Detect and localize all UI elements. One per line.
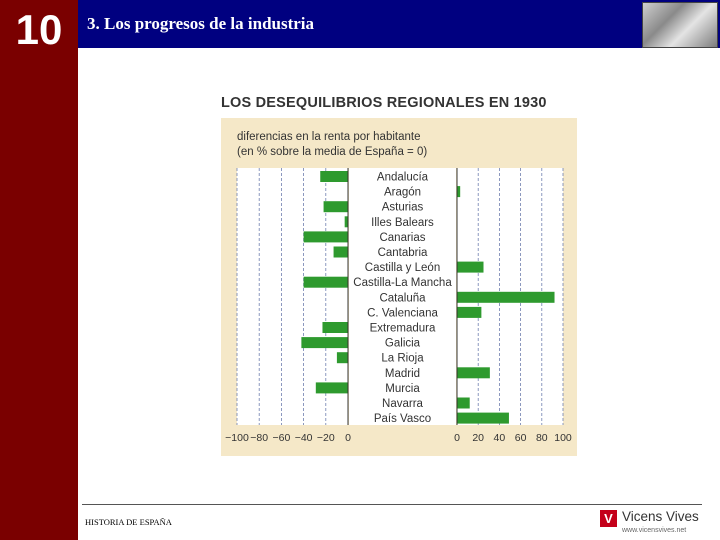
bar xyxy=(336,352,348,364)
chapter-number: 10 xyxy=(15,6,63,53)
category-label: Andalucía xyxy=(377,172,429,184)
publisher-url: www.vicensvives.net xyxy=(622,527,687,534)
bar xyxy=(457,412,509,424)
tick-label: 80 xyxy=(536,432,548,444)
bar xyxy=(322,322,348,333)
chart-title: LOS DESEQUILIBRIOS REGIONALES EN 1930 xyxy=(221,95,547,111)
tick-label: 0 xyxy=(345,432,351,444)
bar xyxy=(457,306,482,318)
bar xyxy=(333,246,348,258)
category-label: Asturias xyxy=(382,202,424,214)
tick-label: 40 xyxy=(494,432,506,444)
chart-subtitle-line2: (en % sobre la media de España = 0) xyxy=(237,146,427,158)
tick-label: 20 xyxy=(472,432,484,444)
tick-label: 100 xyxy=(554,432,572,444)
bar xyxy=(323,201,348,213)
category-label: Cantabria xyxy=(378,247,428,259)
label-band xyxy=(349,168,456,425)
bar xyxy=(457,261,484,273)
tick-label: −100 xyxy=(225,432,249,444)
bar xyxy=(457,397,470,409)
tick-label: −40 xyxy=(295,432,313,444)
tick-label: 0 xyxy=(454,432,460,444)
category-label: Murcia xyxy=(385,383,420,395)
tick-label: −20 xyxy=(317,432,335,444)
category-label: Castilla y León xyxy=(365,262,440,274)
category-label: Navarra xyxy=(382,398,424,410)
tick-label: −80 xyxy=(250,432,268,444)
chart-subtitle-line1: diferencias en la renta por habitante xyxy=(237,131,420,143)
publisher-logo: V Vicens Vives www.vicensvives.net xyxy=(600,508,710,538)
category-label: Castilla-La Mancha xyxy=(353,277,452,289)
category-label: Illes Balears xyxy=(371,217,434,229)
publisher-name: Vicens Vives xyxy=(622,509,699,524)
bar xyxy=(301,337,348,349)
bar xyxy=(320,171,348,182)
section-title: 3. Los progresos de la industria xyxy=(87,14,315,33)
tick-label: −60 xyxy=(272,432,290,444)
category-label: Canarias xyxy=(379,232,425,244)
category-label: La Rioja xyxy=(381,353,424,365)
footer-divider xyxy=(82,504,702,505)
bar xyxy=(315,382,348,394)
publisher-logo-icon: V xyxy=(600,510,617,527)
header-photo xyxy=(642,2,718,48)
footer-book-title: HISTORIA DE ESPAÑA xyxy=(85,517,172,527)
bar xyxy=(303,231,348,243)
category-label: C. Valenciana xyxy=(367,307,438,319)
category-label: Cataluña xyxy=(379,292,426,304)
bar xyxy=(457,367,490,379)
category-label: Extremadura xyxy=(370,323,436,335)
bar xyxy=(457,291,555,303)
category-label: Galicia xyxy=(385,338,421,350)
chart-panel: diferencias en la renta por habitante (en… xyxy=(221,118,577,456)
bar xyxy=(344,216,348,228)
category-label: País Vasco xyxy=(374,413,431,425)
regional-income-chart: diferencias en la renta por habitante (en… xyxy=(225,131,572,444)
tick-label: 60 xyxy=(515,432,527,444)
category-label: Madrid xyxy=(385,368,420,380)
chapter-sidebar: 10 xyxy=(0,0,78,540)
bar xyxy=(303,276,348,288)
category-label: Aragón xyxy=(384,187,421,199)
bar xyxy=(457,186,461,198)
header-bar: 3. Los progresos de la industria xyxy=(78,0,720,48)
